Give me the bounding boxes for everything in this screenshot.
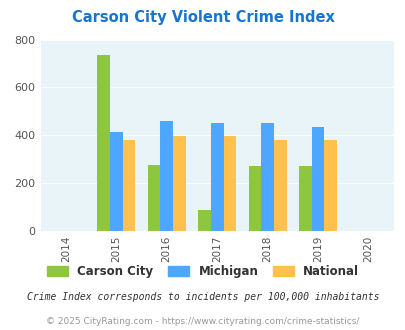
Bar xyxy=(160,121,173,231)
Bar xyxy=(147,165,160,231)
Bar xyxy=(97,55,110,231)
Bar xyxy=(210,123,223,231)
Bar xyxy=(198,210,210,231)
Bar xyxy=(248,166,261,231)
Bar xyxy=(223,137,236,231)
Bar xyxy=(324,140,336,231)
Legend: Carson City, Michigan, National: Carson City, Michigan, National xyxy=(43,262,362,282)
Bar xyxy=(311,127,324,231)
Text: Crime Index corresponds to incidents per 100,000 inhabitants: Crime Index corresponds to incidents per… xyxy=(27,292,378,302)
Bar xyxy=(261,123,273,231)
Bar xyxy=(122,140,135,231)
Bar xyxy=(110,132,122,231)
Bar xyxy=(298,166,311,231)
Text: © 2025 CityRating.com - https://www.cityrating.com/crime-statistics/: © 2025 CityRating.com - https://www.city… xyxy=(46,317,359,326)
Bar xyxy=(273,140,286,231)
Bar xyxy=(173,137,185,231)
Text: Carson City Violent Crime Index: Carson City Violent Crime Index xyxy=(71,10,334,25)
